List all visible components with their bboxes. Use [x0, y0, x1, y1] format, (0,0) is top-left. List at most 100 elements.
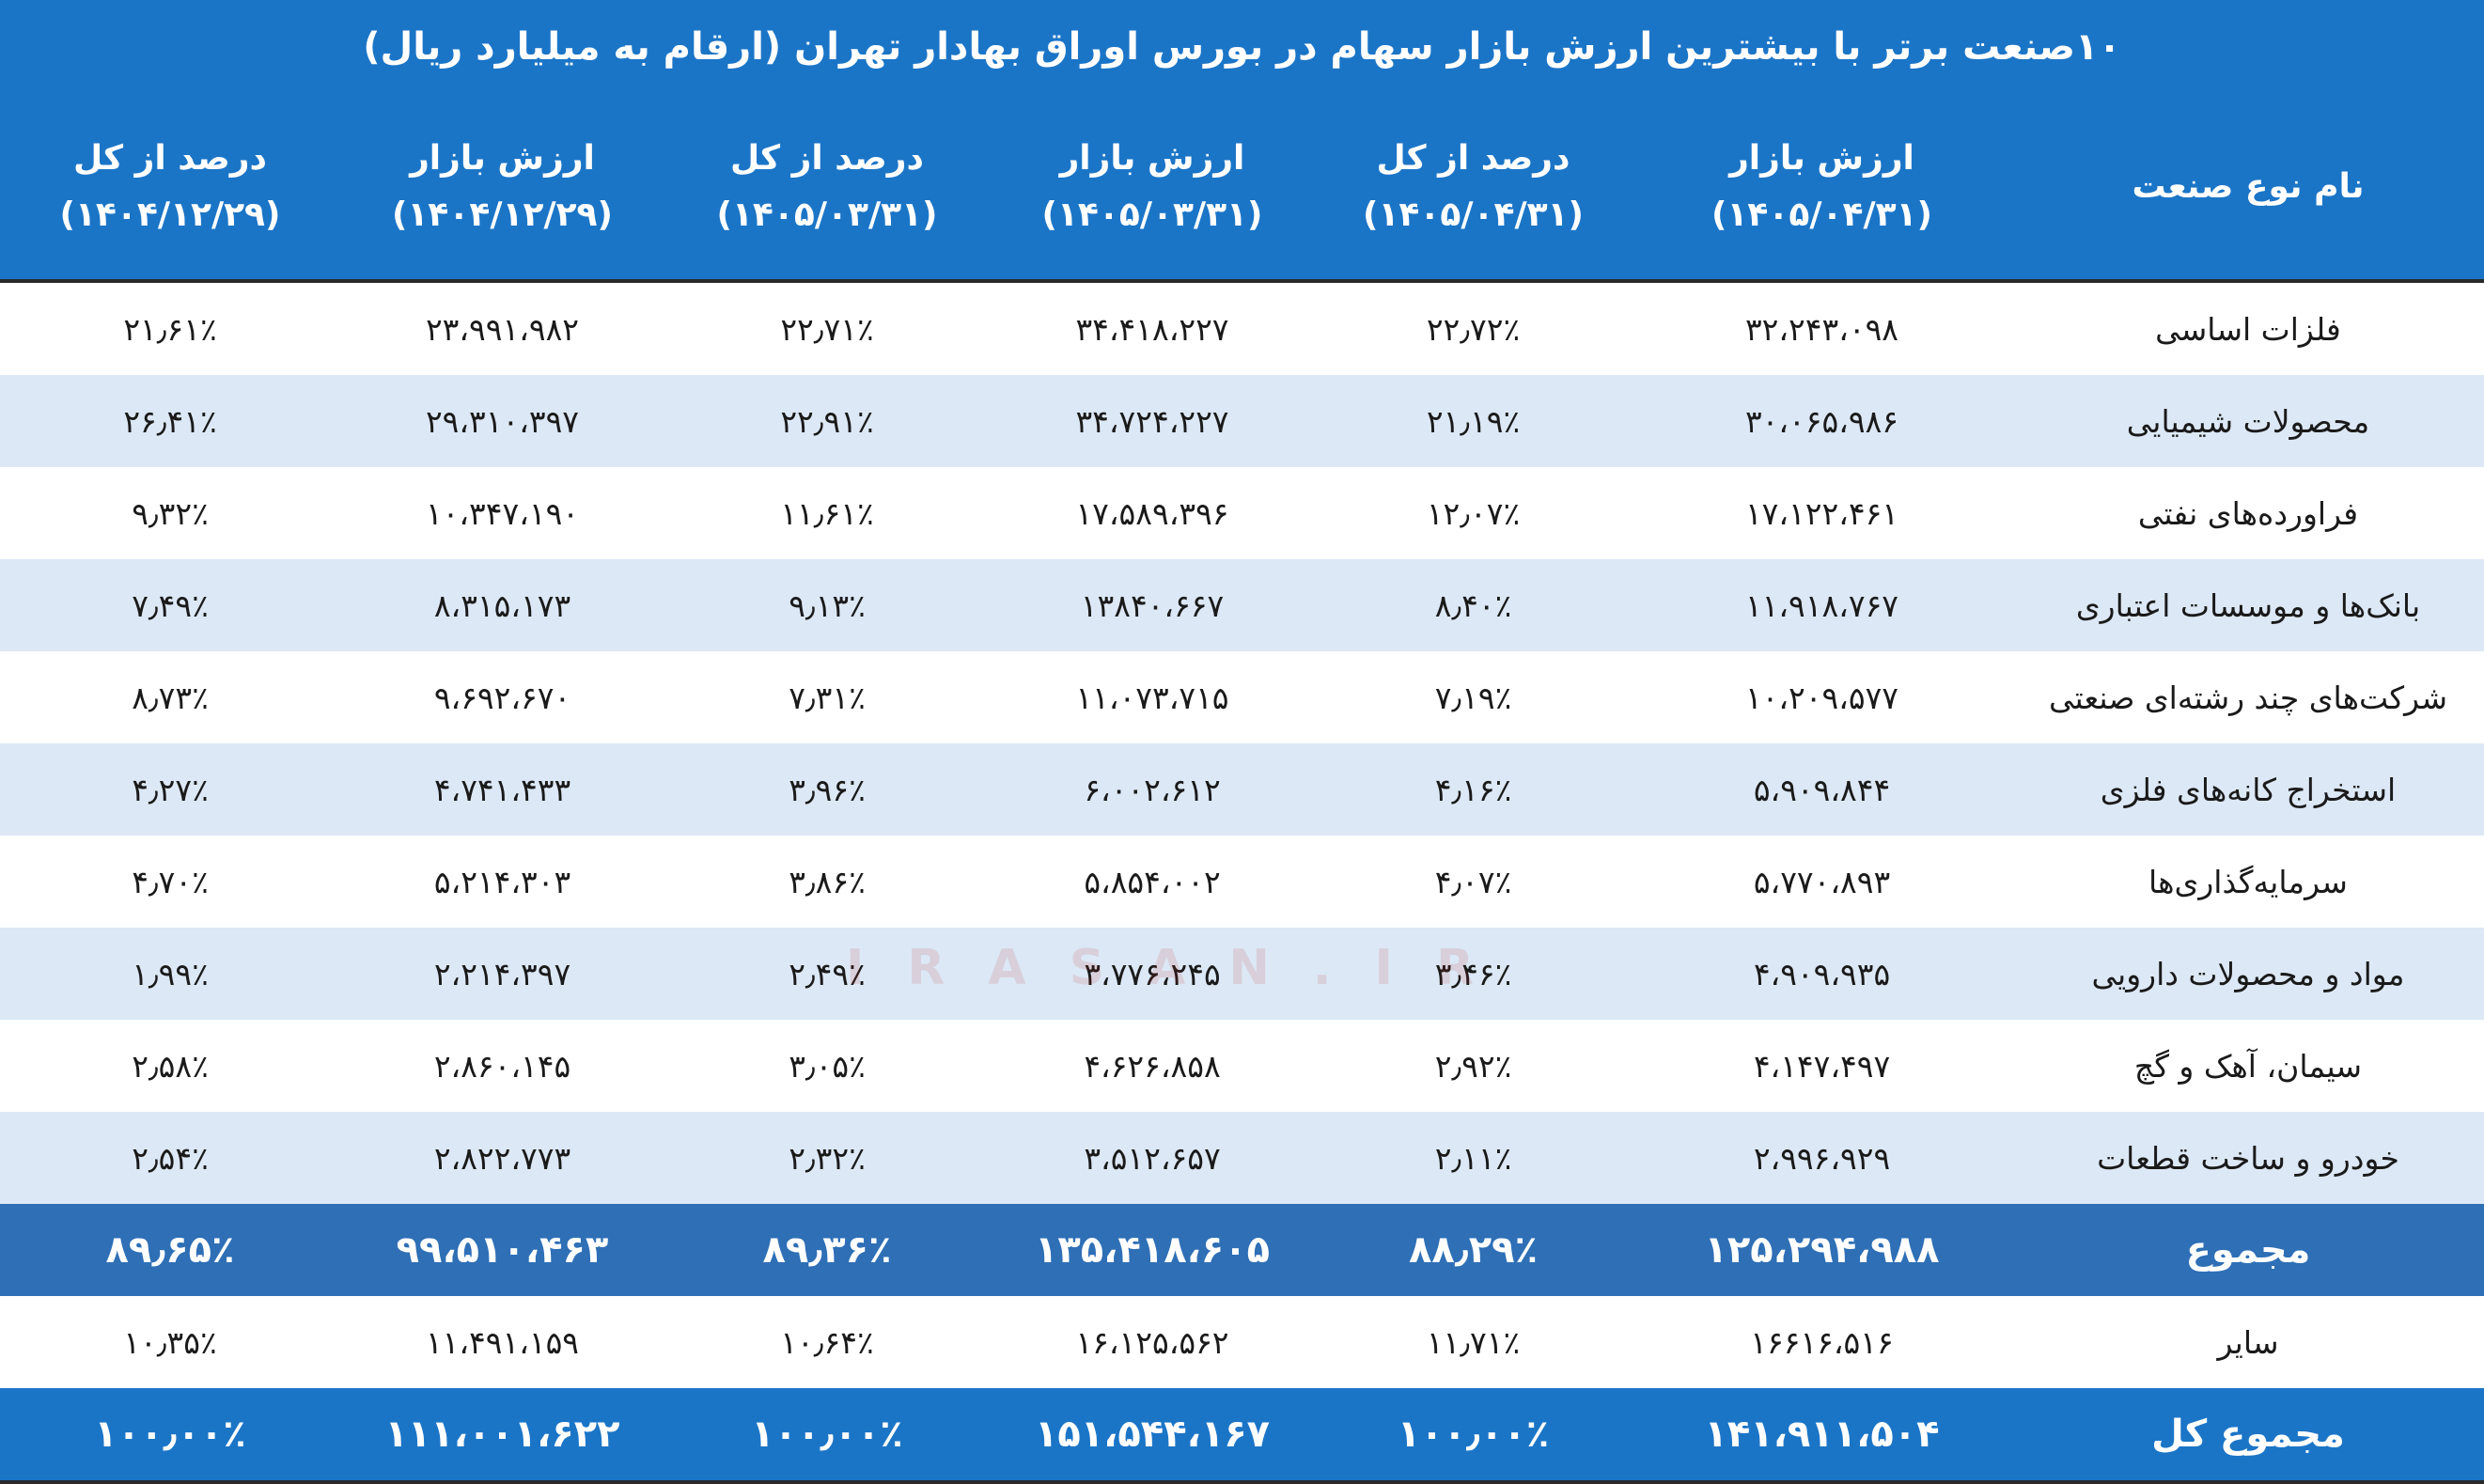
table-cell: ۹،۶۹۲،۶۷۰ [433, 679, 571, 716]
table-row: فراورده‌های نفتی ۱۷،۱۲۲،۴۶۱ ۱۲٫۰۷٪ ۱۷،۵۸۹،۳… [0, 467, 2484, 559]
industry-name: مجموع [2012, 1204, 2484, 1296]
column-date: (۱۴۰۵/۰۴/۳۱) [1711, 195, 1932, 234]
table-cell: ۸،۳۱۵،۱۷۳ [340, 559, 664, 651]
table-cell: ۲۱٫۱۹٪ [1315, 375, 1632, 467]
table-cell: ۱۳۵،۴۱۸،۶۰۵ [990, 1204, 1315, 1296]
table-cell: ۳٫۸۶٪ [789, 863, 866, 900]
industry-name: خودرو و ساخت قطعات [2012, 1112, 2484, 1204]
table-cell: ۱۱۱،۰۰۱،۶۲۲ [340, 1388, 664, 1484]
table-cell: ۲۹،۳۱۰،۳۹۷ [340, 375, 664, 467]
column-date: (۱۴۰۴/۱۲/۲۹) [59, 195, 281, 234]
table-cell: ۱۰٫۶۴٪ [664, 1296, 990, 1388]
table-cell: ۳،۷۷۶،۲۴۵ [990, 928, 1315, 1020]
table-cell: ۲۲٫۷۱٪ [780, 310, 874, 348]
table-cell: ۲٫۹۲٪ [1434, 1047, 1512, 1085]
table-cell: ۲٫۵۸٪ [132, 1047, 209, 1085]
table-cell: ۶،۰۰۲،۶۱۲ [990, 743, 1315, 836]
table-cell: ۴،۹۰۹،۹۳۵ [1632, 928, 2012, 1020]
table-cell: ۱۲۵،۲۹۴،۹۸۸ [1632, 1204, 2012, 1296]
table-cell: ۱۷،۵۸۹،۳۹۶ [1075, 494, 1229, 532]
table-row: استخراج کانه‌های فلزی ۵،۹۰۹،۸۴۴ ۴٫۱۶٪ ۶،۰۰۲… [0, 743, 2484, 836]
table-cell: ۴،۱۴۷،۴۹۷ [1753, 1047, 1891, 1085]
table-cell: ۴،۷۴۱،۴۳۳ [340, 743, 664, 836]
table-cell: ۴٫۷۰٪ [132, 863, 209, 900]
column-header: ارزش بازار (۱۴۰۴/۱۲/۲۹) [340, 94, 664, 283]
table-row: سیمان، آهک و گچ ۴،۱۴۷،۴۹۷ ۲٫۹۲٪ ۴،۶۲۶،۸۵۸ ۳٫… [0, 1020, 2484, 1112]
table-cell: ۱٫۹۹٪ [0, 928, 340, 1020]
industry-name: سرمایه‌گذاری‌ها [2148, 863, 2348, 900]
table-cell: ۲٫۵۴٪ [0, 1112, 340, 1204]
table-cell: ۱۵۱،۵۴۴،۱۶۷ [990, 1388, 1315, 1484]
data-table: نام نوع صنعت ارزش بازار (۱۴۰۵/۰۴/۳۱) درصد ا… [0, 94, 2484, 1484]
column-label: ارزش بازار [410, 138, 595, 178]
table-cell: ۷٫۱۹٪ [1434, 679, 1512, 716]
industry-name: مواد و محصولات دارویی [2012, 928, 2484, 1020]
column-header: ارزش بازار (۱۴۰۵/۰۴/۳۱) [1632, 94, 2012, 283]
table-cell: ۲۲٫۹۱٪ [664, 375, 990, 467]
table-cell: ۱۴۱،۹۱۱،۵۰۴ [1632, 1388, 2012, 1484]
table-cell: ۳٫۴۶٪ [1315, 928, 1632, 1020]
column-label: درصد از کل [1376, 138, 1570, 178]
table-cell: ۱۱٫۷۱٪ [1315, 1296, 1632, 1388]
table-cell: ۱۰۰٫۰۰٪ [664, 1388, 990, 1484]
table-cell: ۳۰،۰۶۵،۹۸۶ [1632, 375, 2012, 467]
table-cell: ۱۰۰٫۰۰٪ [1315, 1388, 1632, 1484]
table-title: ۱۰صنعت برتر با بیشترین ارزش بازار سهام د… [0, 0, 2484, 94]
table-row: بانک‌ها و موسسات اعتباری ۱۱،۹۱۸،۷۶۷ ۸٫۴۰٪ ۱… [0, 559, 2484, 651]
industry-name: استخراج کانه‌های فلزی [2012, 743, 2484, 836]
industry-name: سیمان، آهک و گچ [2133, 1047, 2363, 1085]
table-cell: ۵،۹۰۹،۸۴۴ [1632, 743, 2012, 836]
table-row: شرکت‌های چند رشته‌ای صنعتی ۱۰،۲۰۹،۵۷۷ ۷٫۱۹… [0, 651, 2484, 743]
table-cell: ۷٫۴۹٪ [0, 559, 340, 651]
table-cell: ۴٫۲۷٪ [0, 743, 340, 836]
column-header: درصد از کل (۱۴۰۴/۱۲/۲۹) [0, 94, 340, 283]
column-label: درصد از کل [730, 138, 924, 178]
table-cell: ۳۴،۴۱۸،۲۲۷ [1075, 310, 1229, 348]
column-date: (۱۴۰۵/۰۳/۳۱) [716, 195, 938, 234]
column-header: درصد از کل (۱۴۰۵/۰۳/۳۱) [664, 94, 990, 283]
table-cell: ۳۴،۷۲۴،۲۲۷ [990, 375, 1315, 467]
industry-name: شرکت‌های چند رشته‌ای صنعتی [2048, 679, 2447, 716]
table-cell: ۴٫۰۷٪ [1434, 863, 1512, 900]
table-cell: ۱۱،۹۱۸،۷۶۷ [1632, 559, 2012, 651]
table-cell: ۱۰،۳۴۷،۱۹۰ [425, 494, 580, 532]
header-row: نام نوع صنعت ارزش بازار (۱۴۰۵/۰۴/۳۱) درصد ا… [0, 94, 2484, 283]
table-cell: ۳٫۹۶٪ [664, 743, 990, 836]
column-label: درصد از کل [73, 138, 267, 178]
table-row: فلزات اساسی ۳۲،۲۴۳،۰۹۸ ۲۲٫۷۲٪ ۳۴،۴۱۸،۲۲۷ ۲۲٫… [0, 281, 2484, 375]
table-cell: ۱۰،۲۰۹،۵۷۷ [1744, 679, 1899, 716]
table-cell: ۵،۷۷۰،۸۹۳ [1753, 863, 1891, 900]
column-header: درصد از کل (۱۴۰۵/۰۴/۳۱) [1315, 94, 1632, 283]
table-cell: ۱۱،۰۷۳،۷۱۵ [1075, 679, 1229, 716]
table-cell: ۳٫۰۵٪ [789, 1047, 866, 1085]
table-cell: ۸۹٫۶۵٪ [0, 1204, 340, 1296]
table-row: مواد و محصولات دارویی ۴،۹۰۹،۹۳۵ ۳٫۴۶٪ ۳،۷۷۶… [0, 928, 2484, 1020]
column-date: (۱۴۰۴/۱۲/۲۹) [392, 195, 613, 234]
table-cell: ۳،۵۱۲،۶۵۷ [990, 1112, 1315, 1204]
table-cell: ۸٫۴۰٪ [1315, 559, 1632, 651]
table-cell: ۱۰٫۳۵٪ [0, 1296, 340, 1388]
table-row: سایر ۱۶۶۱۶،۵۱۶ ۱۱٫۷۱٪ ۱۶،۱۲۵،۵۶۲ ۱۰٫۶۴٪ ۱۱،۴۹… [0, 1296, 2484, 1388]
industry-name: مجموع کل [2012, 1388, 2484, 1484]
column-header: ارزش بازار (۱۴۰۵/۰۳/۳۱) [990, 94, 1315, 283]
table-cell: ۹٫۱۳٪ [664, 559, 990, 651]
table-cell: ۸۸٫۲۹٪ [1315, 1204, 1632, 1296]
column-date: (۱۴۰۵/۰۴/۳۱) [1363, 195, 1584, 234]
table-cell: ۱۶۶۱۶،۵۱۶ [1632, 1296, 2012, 1388]
industry-name: فلزات اساسی [2155, 310, 2341, 348]
industry-name: بانک‌ها و موسسات اعتباری [2012, 559, 2484, 651]
column-label: ارزش بازار [1059, 138, 1245, 178]
table-cell: ۲۳،۹۹۱،۹۸۲ [425, 310, 580, 348]
industry-name: سایر [2012, 1296, 2484, 1388]
table-cell: ۱۷،۱۲۲،۴۶۱ [1744, 494, 1899, 532]
table-cell: ۵،۸۵۴،۰۰۲ [1084, 863, 1221, 900]
table-cell: ۲۲٫۷۲٪ [1426, 310, 1521, 348]
table-cell: ۱۱٫۶۱٪ [780, 494, 874, 532]
table-cell: ۲٫۳۲٪ [664, 1112, 990, 1204]
table-cell: ۹۹،۵۱۰،۴۶۳ [340, 1204, 664, 1296]
table-cell: ۹٫۳۲٪ [132, 494, 209, 532]
table-cell: ۱۳۸۴۰،۶۶۷ [990, 559, 1315, 651]
table-cell: ۲،۸۲۲،۷۷۳ [340, 1112, 664, 1204]
table-cell: ۲۶٫۴۱٪ [0, 375, 340, 467]
